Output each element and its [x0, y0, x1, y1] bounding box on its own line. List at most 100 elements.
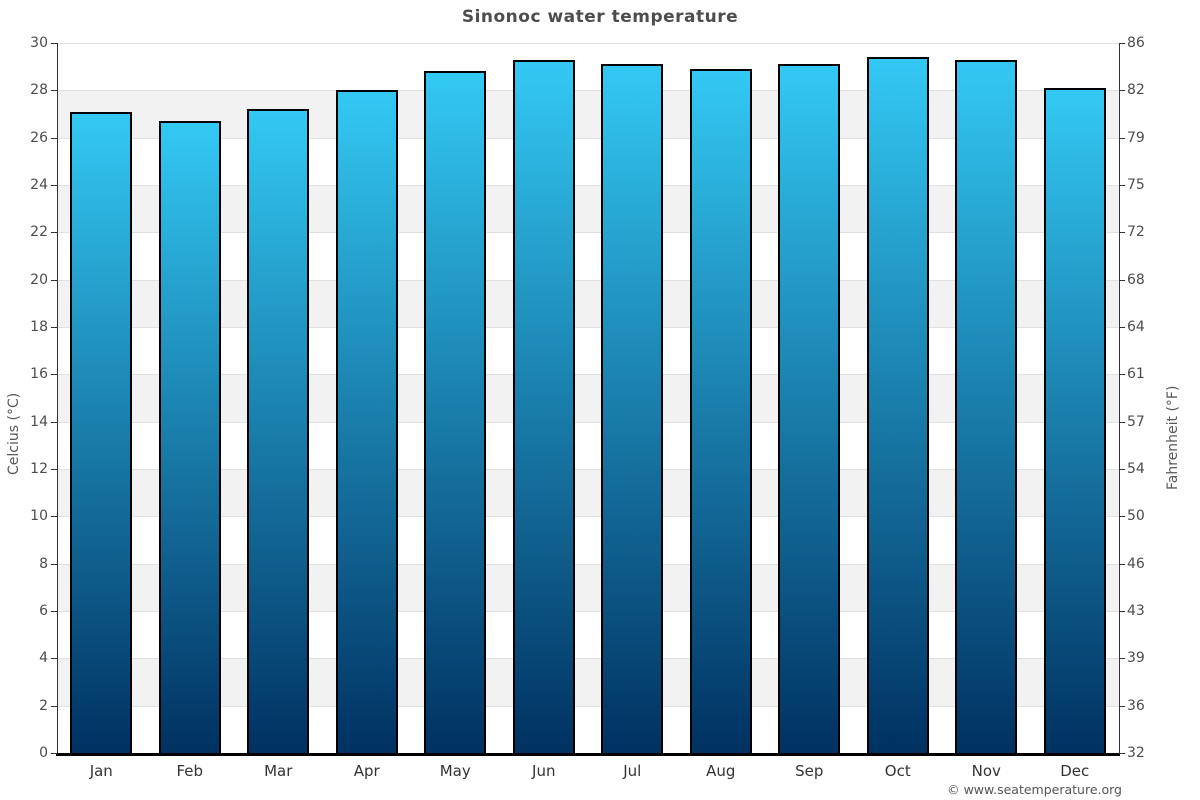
fahrenheit-tick-mark — [1119, 137, 1125, 139]
fahrenheit-tick-mark — [1119, 90, 1125, 92]
month-label-nov: Nov — [971, 762, 1001, 780]
celsius-tick-mark — [51, 185, 57, 186]
bar-aug — [689, 69, 752, 753]
fahrenheit-tick-mark — [1119, 374, 1125, 376]
month-label-feb: Feb — [176, 762, 204, 780]
gridline — [57, 374, 1119, 376]
celsius-tick-label: 10 — [30, 508, 48, 525]
bar-nov — [955, 59, 1018, 753]
bar-jul — [601, 64, 664, 753]
gridline — [57, 563, 1119, 565]
month-label-aug: Aug — [706, 762, 736, 780]
fahrenheit-tick-mark — [1119, 469, 1125, 470]
fahrenheit-tick-mark — [1119, 516, 1125, 518]
gridline — [57, 137, 1119, 139]
month-label-jun: Jun — [532, 762, 556, 780]
fahrenheit-tick-mark — [1119, 611, 1125, 612]
celsius-tick-label: 8 — [39, 555, 48, 572]
fahrenheit-tick-label: 43 — [1127, 603, 1145, 619]
celsius-tick-mark — [51, 705, 57, 707]
copyright-footer: © www.seatemperature.org — [947, 782, 1122, 797]
celsius-tick-mark — [51, 611, 57, 612]
background-band — [57, 279, 1119, 327]
background-band — [57, 43, 1119, 91]
gridline — [57, 327, 1119, 328]
fahrenheit-tick-label: 32 — [1127, 745, 1145, 761]
fahrenheit-tick-label: 68 — [1127, 271, 1145, 288]
background-band — [57, 374, 1119, 422]
celsius-tick-label: 2 — [39, 697, 48, 714]
celsius-tick-mark — [51, 469, 57, 470]
fahrenheit-tick-label: 72 — [1127, 224, 1145, 241]
celsius-tick-mark — [51, 279, 57, 281]
gridline — [57, 658, 1119, 660]
bar-oct — [866, 57, 929, 753]
fahrenheit-tick-label: 82 — [1127, 82, 1145, 99]
bottom-axis-line — [56, 753, 1120, 756]
background-band — [57, 185, 1119, 233]
gridline — [57, 43, 1119, 44]
month-label-mar: Mar — [264, 762, 293, 780]
background-band — [57, 705, 1119, 753]
celsius-tick-label: 28 — [30, 82, 48, 99]
month-label-oct: Oct — [884, 762, 911, 780]
background-band — [57, 658, 1119, 706]
fahrenheit-tick-label: 36 — [1127, 697, 1145, 714]
plot-area — [57, 43, 1119, 753]
month-label-may: May — [439, 762, 471, 780]
gridline — [57, 90, 1119, 92]
celsius-tick-mark — [51, 327, 57, 328]
background-band — [57, 90, 1119, 138]
celsius-tick-label: 16 — [30, 366, 48, 383]
bar-feb — [158, 121, 221, 753]
background-band — [57, 516, 1119, 564]
celsius-tick-mark — [51, 563, 57, 565]
month-label-jan: Jan — [89, 762, 113, 780]
bar-may — [424, 71, 487, 753]
fahrenheit-tick-label: 54 — [1127, 461, 1145, 477]
celsius-tick-mark — [51, 137, 57, 139]
fahrenheit-tick-mark — [1119, 327, 1125, 328]
fahrenheit-tick-mark — [1119, 421, 1125, 423]
background-band — [57, 469, 1119, 517]
celsius-tick-mark — [51, 421, 57, 423]
celsius-tick-label: 30 — [30, 35, 48, 51]
gridline — [57, 705, 1119, 707]
gridline — [57, 611, 1119, 612]
celsius-tick-label: 0 — [39, 745, 48, 761]
month-label-sep: Sep — [795, 762, 824, 780]
background-band — [57, 563, 1119, 611]
bar-jun — [512, 59, 575, 753]
background-band — [57, 611, 1119, 659]
background-band — [57, 232, 1119, 280]
fahrenheit-tick-label: 50 — [1127, 508, 1145, 525]
right-axis-line — [1119, 43, 1120, 754]
month-label-jul: Jul — [623, 762, 642, 780]
fahrenheit-tick-label: 75 — [1127, 177, 1145, 193]
fahrenheit-tick-label: 46 — [1127, 555, 1145, 572]
fahrenheit-tick-mark — [1119, 185, 1125, 186]
fahrenheit-tick-label: 39 — [1127, 650, 1145, 667]
gridline — [57, 279, 1119, 281]
fahrenheit-tick-label: 57 — [1127, 413, 1145, 430]
celsius-tick-mark — [51, 374, 57, 376]
celsius-tick-label: 4 — [39, 650, 48, 667]
fahrenheit-tick-mark — [1119, 43, 1125, 44]
fahrenheit-tick-label: 64 — [1127, 319, 1145, 335]
celsius-tick-label: 20 — [30, 271, 48, 288]
celsius-tick-mark — [51, 753, 57, 754]
celsius-tick-label: 14 — [30, 413, 48, 430]
fahrenheit-tick-mark — [1119, 705, 1125, 707]
chart-title: Sinonoc water temperature — [461, 7, 739, 27]
fahrenheit-tick-mark — [1119, 753, 1125, 754]
fahrenheit-tick-mark — [1119, 658, 1125, 660]
gridline — [57, 185, 1119, 186]
fahrenheit-tick-label: 79 — [1127, 129, 1145, 146]
gridline — [57, 421, 1119, 423]
celsius-tick-mark — [51, 232, 57, 234]
fahrenheit-tick-mark — [1119, 232, 1125, 234]
month-label-apr: Apr — [353, 762, 380, 780]
gridline — [57, 232, 1119, 234]
gridline — [57, 469, 1119, 470]
